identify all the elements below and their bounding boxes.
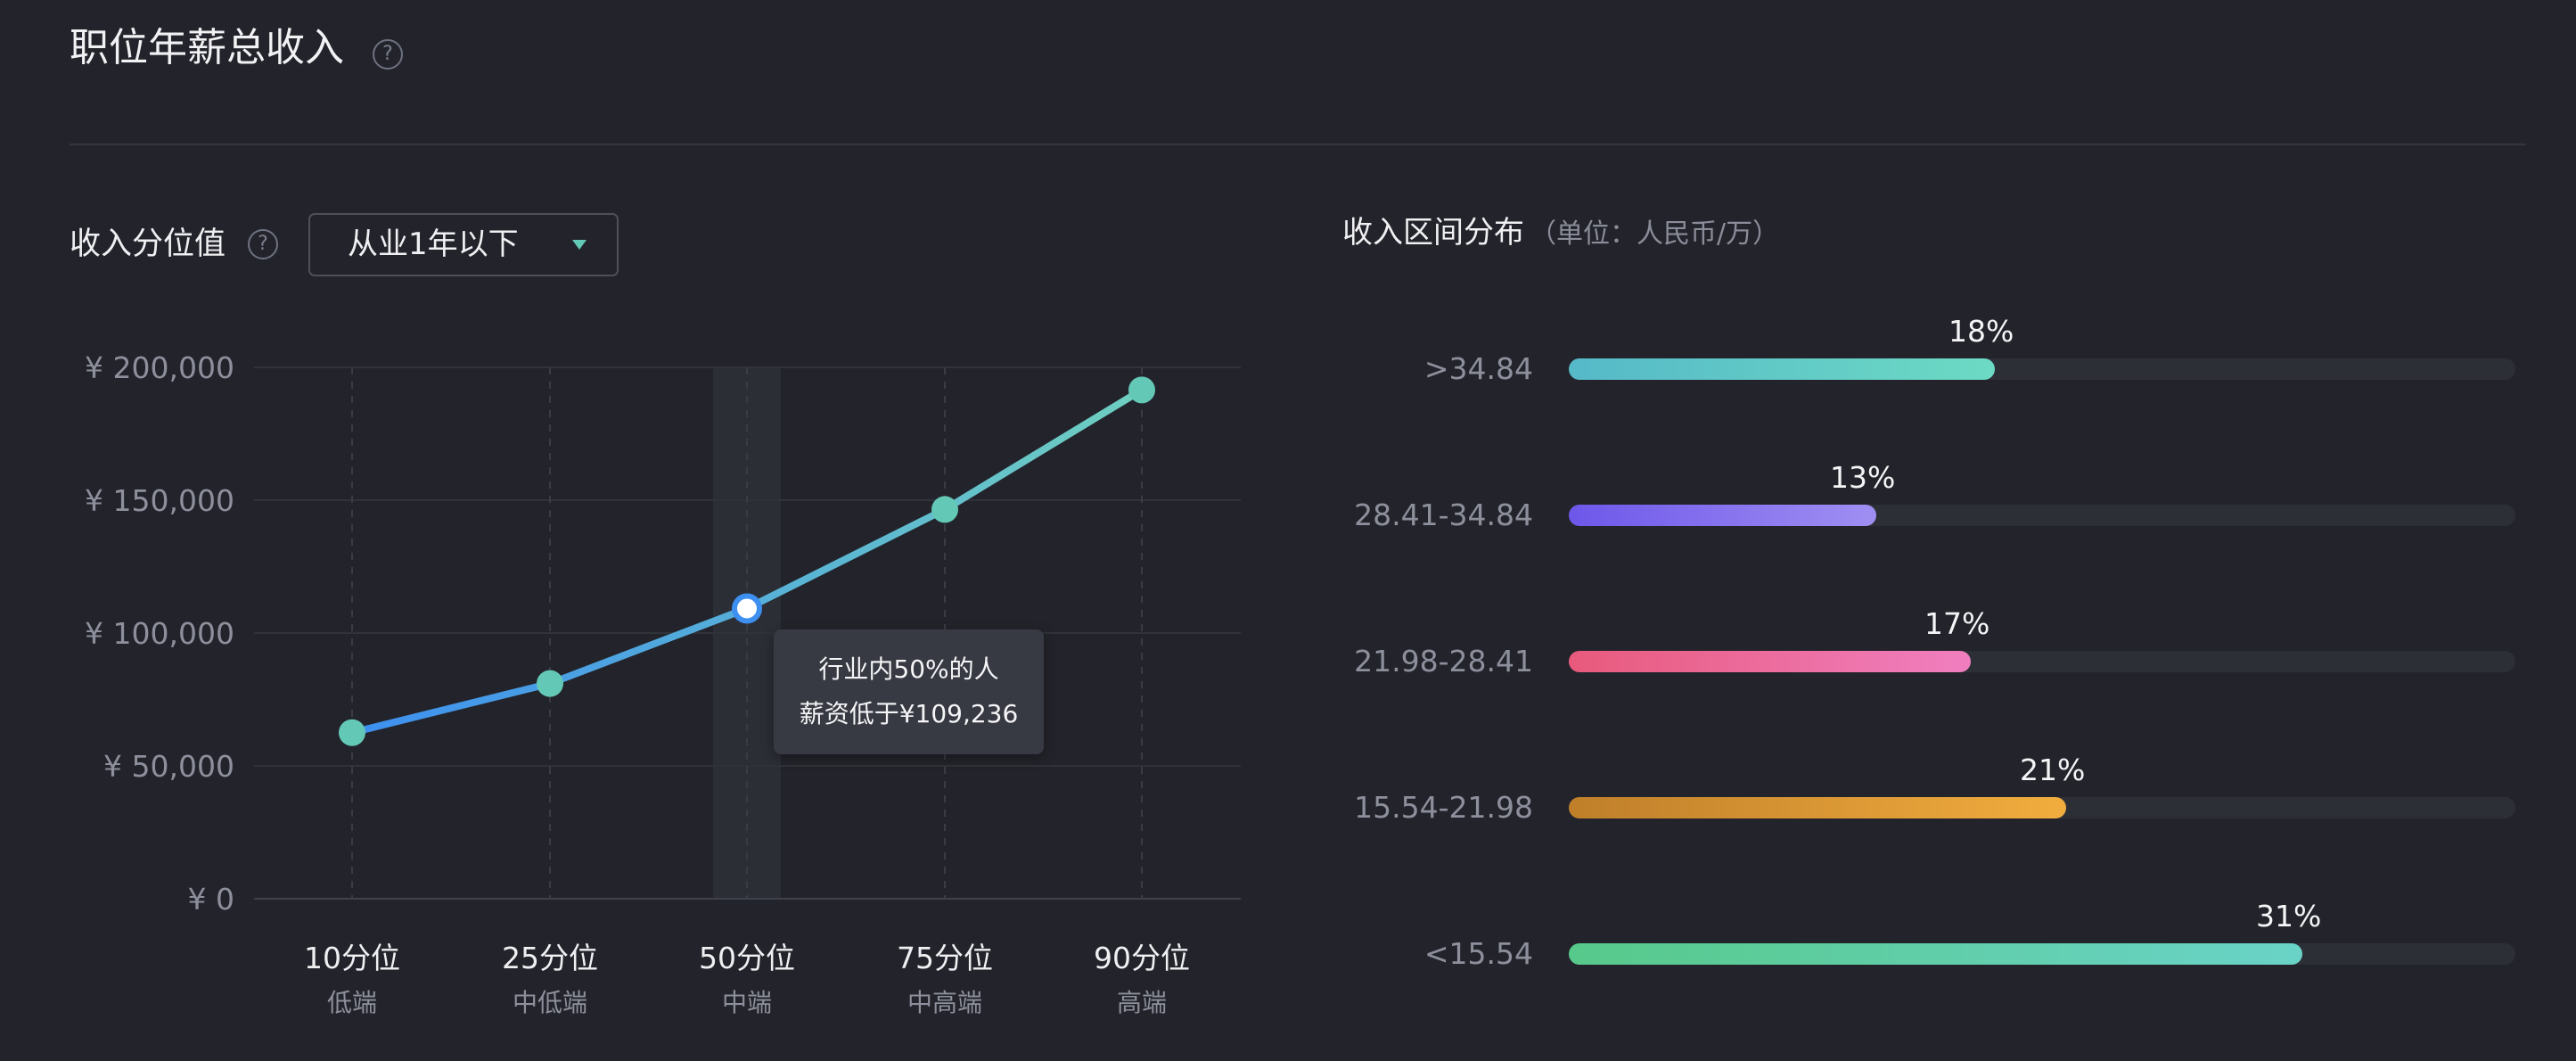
data-point bbox=[537, 670, 563, 697]
tooltip-line-2: 薪资低于¥109,236 bbox=[799, 699, 1019, 728]
data-point-highlight bbox=[732, 593, 762, 624]
help-glyph: ? bbox=[258, 233, 268, 255]
distribution-bar-fill bbox=[1569, 505, 1876, 526]
header-divider bbox=[70, 144, 2526, 145]
distribution-title: 收入区间分布 （单位：人民币/万） bbox=[1342, 210, 1779, 257]
distribution-title-text: 收入区间分布 bbox=[1342, 215, 1524, 251]
distribution-bar-fill bbox=[1569, 651, 1971, 672]
distribution-bar-track bbox=[1569, 797, 2515, 818]
percentile-help-icon[interactable]: ? bbox=[248, 229, 278, 259]
y-tick-label: ¥ 150,000 bbox=[85, 483, 234, 518]
x-tick-label: 50分位 bbox=[699, 941, 795, 975]
page-title: 职位年薪总收入 bbox=[70, 25, 344, 70]
range-label: 21.98-28.41 bbox=[1354, 644, 1533, 679]
distribution-percent-label: 17% bbox=[1924, 606, 1990, 641]
range-label: 28.41-34.84 bbox=[1354, 498, 1533, 532]
distribution-percent-label: 18% bbox=[1948, 314, 2014, 349]
range-label: <15.54 bbox=[1423, 936, 1533, 971]
distribution-unit: （单位：人民币/万） bbox=[1530, 218, 1780, 250]
distribution-bar-track bbox=[1569, 651, 2515, 672]
range-label: 15.54-21.98 bbox=[1354, 790, 1533, 825]
experience-dropdown[interactable]: 从业1年以下 bbox=[308, 213, 619, 276]
distribution-bar-fill bbox=[1569, 797, 2066, 818]
y-tick-label: ¥ 50,000 bbox=[103, 749, 234, 784]
x-tick-label: 10分位 bbox=[304, 941, 400, 975]
distribution-percent-label: 13% bbox=[1830, 460, 1896, 495]
x-tick-sublabel: 中端 bbox=[722, 988, 772, 1017]
data-point bbox=[1128, 376, 1155, 404]
salary-percentile-chart: ¥ 0 ¥ 50,000 ¥ 100,000 ¥ 150,000 ¥ 200,000 10… bbox=[85, 350, 1241, 1017]
distribution-bar-fill bbox=[1569, 943, 2302, 965]
y-tick-label: ¥ 100,000 bbox=[85, 616, 234, 651]
data-point bbox=[339, 719, 365, 746]
x-tick-sublabel: 中低端 bbox=[513, 988, 587, 1017]
tooltip-line-1: 行业内50%的人 bbox=[818, 654, 999, 684]
chart-tooltip: 行业内50%的人 薪资低于¥109,236 bbox=[774, 629, 1044, 754]
x-tick-sublabel: 低端 bbox=[327, 988, 377, 1017]
distribution-bar-track bbox=[1569, 943, 2515, 965]
x-tick-label: 25分位 bbox=[502, 941, 598, 975]
distribution-bar-fill bbox=[1569, 358, 1995, 380]
data-point bbox=[931, 496, 958, 523]
x-tick-label: 75分位 bbox=[897, 941, 993, 975]
experience-dropdown-value: 从业1年以下 bbox=[348, 226, 519, 262]
chevron-down-icon bbox=[572, 240, 587, 250]
percentile-label: 收入分位值 bbox=[70, 226, 226, 262]
help-icon[interactable]: ? bbox=[373, 39, 403, 70]
distribution-bar-track bbox=[1569, 505, 2515, 526]
distribution-percent-label: 21% bbox=[2020, 753, 2086, 787]
x-tick-sublabel: 中高端 bbox=[907, 988, 982, 1017]
y-tick-label: ¥ 200,000 bbox=[85, 350, 234, 385]
distribution-bar-track bbox=[1569, 358, 2515, 380]
distribution-percent-label: 31% bbox=[2256, 899, 2322, 934]
x-tick-sublabel: 高端 bbox=[1117, 988, 1167, 1017]
y-tick-label: ¥ 0 bbox=[188, 882, 234, 917]
help-glyph: ? bbox=[382, 43, 393, 65]
range-label: >34.84 bbox=[1423, 351, 1533, 386]
x-tick-label: 90分位 bbox=[1094, 941, 1190, 975]
